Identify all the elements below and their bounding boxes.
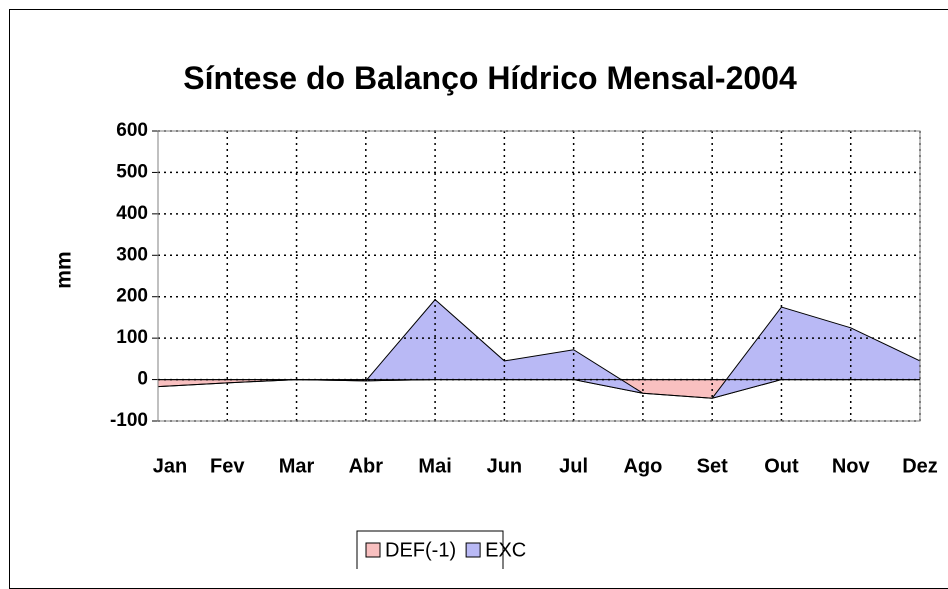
x-tick-label: Mai (418, 455, 451, 477)
x-tick-label: Jul (559, 455, 588, 477)
legend-label: DEF(-1) (385, 539, 456, 561)
legend-label: EXC (485, 539, 526, 561)
x-tick-label: Out (764, 455, 799, 477)
x-tick-label: Mar (279, 455, 315, 477)
x-tick-label: Ago (623, 455, 662, 477)
y-tick-label: 400 (116, 203, 148, 224)
area (157, 379, 920, 399)
y-tick-label: 0 (137, 369, 148, 390)
y-tick-label: 200 (116, 286, 148, 307)
y-tick-label: 500 (116, 161, 148, 182)
x-tick-label: Jun (487, 455, 523, 477)
legend: DEF(-1) EXC (356, 530, 526, 569)
area (157, 298, 921, 399)
legend-swatch (365, 542, 381, 558)
legend-swatch (465, 542, 481, 558)
x-tick-label: Abr (349, 455, 384, 477)
y-axis-label: mm (53, 251, 76, 288)
y-tick-label: -100 (110, 410, 148, 431)
page: {"chart_data": {"type": "area", "stacked… (9, 9, 948, 589)
y-tick-label: 100 (116, 327, 148, 348)
x-tick-label: Jan (153, 455, 187, 477)
plot-border (157, 130, 921, 422)
x-tick-label: Set (697, 455, 728, 477)
y-tick-label: 600 (116, 120, 148, 141)
x-tick-label: Dez (902, 455, 938, 477)
x-tick-label: Nov (832, 455, 871, 477)
chart: mm -100 0 100 200 300 400 500 600 Jan Fev Mar Abr Ma… (53, 120, 938, 569)
chart-title: Síntese do Balanço Hídrico Mensal-2004 (183, 60, 797, 96)
x-tick-label: Fev (210, 455, 245, 477)
y-tick-label: 300 (116, 244, 148, 265)
